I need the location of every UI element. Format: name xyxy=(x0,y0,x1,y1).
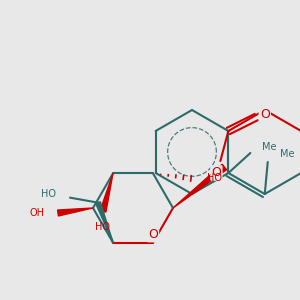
Text: O: O xyxy=(260,107,270,121)
Text: O: O xyxy=(212,167,221,179)
Polygon shape xyxy=(173,164,226,208)
Polygon shape xyxy=(58,208,93,216)
Text: OH: OH xyxy=(29,208,44,218)
Polygon shape xyxy=(96,202,113,243)
Text: O: O xyxy=(148,228,158,241)
Text: HO: HO xyxy=(41,189,56,199)
Text: Me: Me xyxy=(262,142,277,152)
Text: HO: HO xyxy=(95,222,110,233)
Text: O: O xyxy=(261,109,271,122)
Text: HO: HO xyxy=(207,173,222,183)
Polygon shape xyxy=(100,173,113,212)
Text: Me: Me xyxy=(280,149,294,159)
